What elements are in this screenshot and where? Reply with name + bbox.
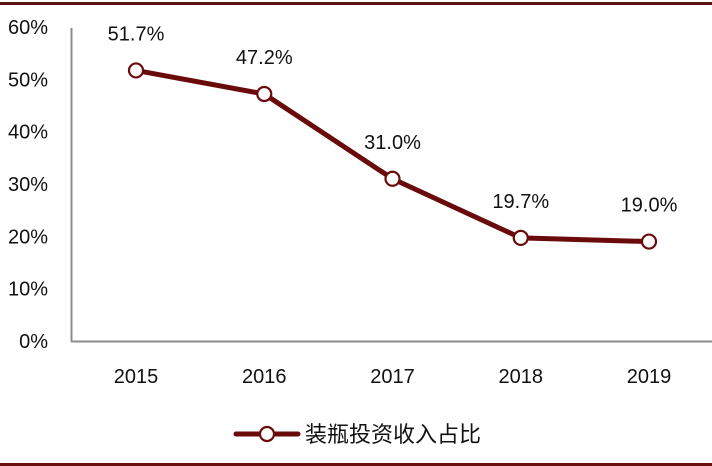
data-label: 19.0%	[621, 195, 678, 217]
data-label: 47.2%	[236, 47, 293, 69]
y-tick-label: 30%	[8, 174, 48, 196]
data-label: 31.0%	[364, 132, 421, 154]
data-point-marker	[256, 85, 273, 103]
x-tick-label: 2015	[114, 366, 159, 388]
y-tick-label: 0%	[19, 331, 48, 353]
x-tick-label: 2017	[370, 366, 415, 388]
y-tick-label: 60%	[8, 17, 48, 39]
y-axis-ticks: 0% 10% 20% 30% 40% 50% 60%	[8, 17, 48, 353]
y-tick-label: 50%	[8, 69, 48, 91]
x-axis-ticks: 2015 2016 2017 2018 2019	[114, 366, 672, 388]
legend-label: 装瓶投资收入占比	[305, 423, 481, 448]
top-border	[0, 2, 712, 5]
y-tick-label: 20%	[8, 226, 48, 248]
data-point-marker	[640, 233, 658, 250]
legend-marker-icon	[258, 425, 276, 443]
data-label: 19.7%	[492, 191, 549, 213]
x-tick-label: 2018	[499, 366, 544, 388]
data-point-marker	[384, 170, 401, 187]
bottom-border	[0, 463, 712, 466]
x-tick-label: 2016	[242, 366, 287, 388]
data-labels: 51.7% 47.2% 31.0% 19.7% 19.0%	[108, 23, 678, 216]
series-line	[135, 67, 650, 245]
y-tick-label: 10%	[8, 279, 48, 301]
data-point-marker	[127, 62, 145, 79]
legend: 装瓶投资收入占比	[233, 423, 481, 448]
x-tick-label: 2019	[627, 366, 672, 388]
data-point-marker	[512, 229, 529, 247]
series-markers	[127, 62, 658, 250]
data-label: 51.7%	[108, 23, 165, 45]
y-tick-label: 40%	[8, 122, 48, 144]
